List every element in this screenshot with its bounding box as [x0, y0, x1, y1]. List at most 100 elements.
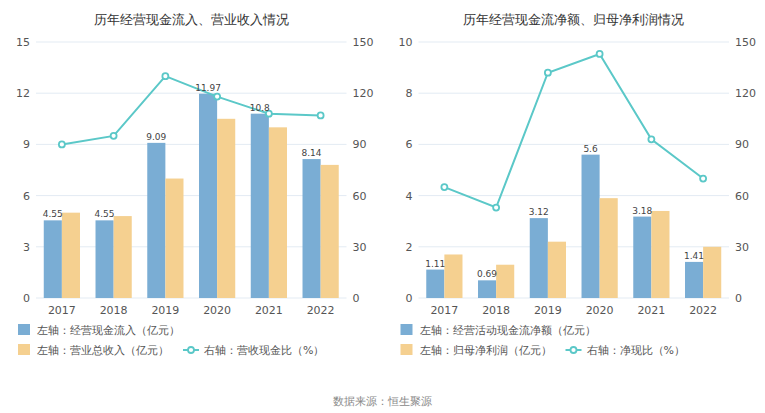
- legend-label: 左轴：营业总收入（亿元）: [37, 344, 169, 357]
- panel: 历年经营现金流净额、归母净利润情况02468100306090120150201…: [399, 12, 757, 357]
- y2-tick-label: 150: [353, 36, 374, 49]
- legend-label: 左轴：归母净利润（亿元）: [420, 344, 552, 357]
- y-tick-label: 10: [399, 36, 413, 49]
- y-tick-label: 8: [406, 87, 413, 100]
- grid-line: [419, 298, 730, 299]
- bar: [530, 218, 548, 298]
- bar: [62, 213, 80, 298]
- y2-tick-label: 30: [353, 241, 367, 254]
- bar: [685, 262, 703, 298]
- y-tick-label: 0: [23, 292, 30, 305]
- line-marker: [545, 70, 551, 76]
- line: [444, 54, 703, 208]
- x-tick-label: 2019: [151, 304, 179, 317]
- y-tick-label: 0: [406, 292, 413, 305]
- legend-label: 右轴：营收现金比（%）: [204, 344, 324, 357]
- grid-line: [419, 42, 730, 43]
- y2-tick-label: 120: [735, 87, 756, 100]
- y2-tick-label: 60: [353, 190, 367, 203]
- line-marker: [597, 51, 603, 57]
- line-marker: [214, 94, 220, 100]
- line-marker: [318, 112, 324, 118]
- x-tick-label: 2018: [482, 304, 510, 317]
- bar: [426, 270, 444, 298]
- y2-tick-label: 90: [353, 138, 367, 151]
- figure: 历年经营现金流入、营业收入情况0369121503060901201502017…: [0, 0, 765, 413]
- grid-line: [36, 246, 347, 247]
- data-label: 1.11: [425, 259, 445, 269]
- y-tick-label: 6: [23, 190, 30, 203]
- legend-swatch: [571, 347, 577, 353]
- x-tick-label: 2021: [637, 304, 665, 317]
- data-label: 1.41: [684, 251, 704, 261]
- bar: [251, 114, 269, 298]
- line-marker: [493, 205, 499, 211]
- y-tick-label: 9: [23, 138, 30, 151]
- bar: [478, 280, 496, 298]
- legend: 左轴：经营现金流入（亿元） 左轴：营业总收入（亿元） 右轴：营收现金比（%）: [18, 324, 324, 357]
- legend-label: 右轴：净现比（%）: [587, 344, 685, 357]
- legend-swatch: [18, 324, 30, 335]
- data-label: 4.55: [95, 209, 115, 219]
- bar: [114, 216, 132, 298]
- grid-line: [419, 246, 730, 247]
- bar: [548, 242, 566, 298]
- grid-line: [36, 298, 347, 299]
- line-marker: [59, 141, 65, 147]
- y-tick-label: 12: [16, 87, 30, 100]
- data-label: 3.12: [529, 207, 549, 217]
- x-tick-label: 2019: [534, 304, 562, 317]
- line: [62, 76, 321, 144]
- legend-label: 左轴：经营现金流入（亿元）: [37, 324, 180, 337]
- bar: [96, 220, 114, 298]
- y-tick-label: 2: [406, 241, 413, 254]
- grid-line: [36, 195, 347, 196]
- data-labels: 1.11 0.69 3.12 5.6 3.18 1.41: [425, 144, 704, 280]
- bar: [600, 198, 618, 298]
- bar: [444, 254, 462, 298]
- y2-tick-label: 0: [735, 292, 742, 305]
- grid-line: [419, 93, 730, 94]
- grid-line: [36, 144, 347, 145]
- bar: [147, 143, 165, 298]
- line-marker: [162, 73, 168, 79]
- legend-swatch: [18, 344, 30, 355]
- bar: [269, 127, 287, 298]
- data-label: 9.09: [146, 132, 166, 142]
- y2-tick-label: 60: [735, 190, 749, 203]
- bar: [633, 217, 651, 298]
- line-marker: [111, 133, 117, 139]
- x-tick-label: 2017: [48, 304, 76, 317]
- bar: [703, 247, 721, 298]
- x-tick-label: 2020: [203, 304, 231, 317]
- bar: [199, 94, 217, 298]
- bar: [165, 179, 183, 298]
- x-tick-label: 2021: [255, 304, 283, 317]
- chart-title: 历年经营现金流净额、归母净利润情况: [463, 12, 684, 27]
- bar: [217, 119, 235, 298]
- legend-swatch: [188, 347, 194, 353]
- data-label: 11.97: [195, 83, 221, 93]
- bar: [496, 265, 514, 298]
- y2-tick-label: 150: [735, 36, 756, 49]
- y-tick-label: 6: [406, 138, 413, 151]
- y-tick-label: 3: [23, 241, 30, 254]
- data-label: 5.6: [583, 144, 598, 154]
- y2-tick-label: 30: [735, 241, 749, 254]
- x-tick-label: 2020: [586, 304, 614, 317]
- grid-line: [36, 42, 347, 43]
- grid-line: [36, 93, 347, 94]
- y2-tick-label: 120: [353, 87, 374, 100]
- data-label: 4.55: [43, 209, 63, 219]
- bar: [651, 211, 669, 298]
- legend: 左轴：经营活动现金流净额（亿元）左轴：归母净利润（亿元）右轴：净现比（%）: [401, 324, 685, 357]
- data-label: 0.69: [477, 269, 497, 279]
- legend-swatch: [401, 344, 413, 355]
- bar: [303, 159, 321, 298]
- line-marker: [700, 176, 706, 182]
- grid-line: [419, 144, 730, 145]
- x-tick-label: 2017: [430, 304, 458, 317]
- data-label: 10.8: [250, 103, 270, 113]
- line-marker: [648, 136, 654, 142]
- data-label: 3.18: [632, 206, 652, 216]
